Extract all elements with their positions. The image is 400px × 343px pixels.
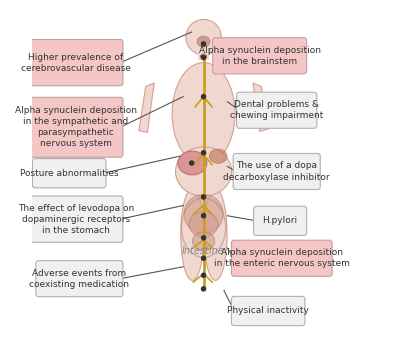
Ellipse shape	[189, 212, 218, 237]
Text: Alpha synuclein deposition
in the brainstem: Alpha synuclein deposition in the brains…	[199, 46, 321, 66]
Circle shape	[202, 195, 206, 199]
Text: Adverse events from
coexisting medication: Adverse events from coexisting medicatio…	[29, 269, 129, 289]
Circle shape	[202, 236, 206, 240]
Ellipse shape	[192, 232, 215, 251]
Text: Alpha synuclein deposition
in the enteric nervous system: Alpha synuclein deposition in the enteri…	[214, 248, 350, 268]
Bar	[199, 47, 208, 60]
FancyBboxPatch shape	[29, 196, 123, 242]
Ellipse shape	[197, 36, 210, 47]
Ellipse shape	[200, 54, 207, 59]
Circle shape	[186, 20, 221, 55]
Ellipse shape	[172, 63, 235, 165]
Ellipse shape	[184, 194, 223, 234]
Polygon shape	[253, 83, 268, 131]
Circle shape	[202, 42, 206, 46]
Text: The effect of levodopa on
dopaminergic receptors
in the stomach: The effect of levodopa on dopaminergic r…	[18, 203, 134, 235]
FancyBboxPatch shape	[29, 39, 123, 86]
Text: Higher prevalence of
cerebrovascular disease: Higher prevalence of cerebrovascular dis…	[21, 52, 131, 73]
FancyBboxPatch shape	[213, 38, 307, 74]
FancyBboxPatch shape	[29, 97, 123, 157]
Ellipse shape	[209, 149, 227, 163]
Ellipse shape	[181, 189, 204, 280]
Circle shape	[202, 256, 206, 260]
Polygon shape	[139, 83, 154, 132]
FancyBboxPatch shape	[32, 158, 106, 188]
Circle shape	[190, 161, 194, 165]
FancyBboxPatch shape	[36, 261, 123, 297]
FancyBboxPatch shape	[232, 296, 305, 326]
Text: Dental problems &
chewing impairment: Dental problems & chewing impairment	[230, 100, 323, 120]
FancyBboxPatch shape	[233, 153, 320, 190]
Text: Intestine: Intestine	[182, 247, 225, 257]
Circle shape	[202, 151, 206, 155]
Text: Physical inactivity: Physical inactivity	[227, 307, 309, 316]
Text: Alpha synuclein deposition
in the sympathetic and
parasympathetic
nervous system: Alpha synuclein deposition in the sympat…	[15, 106, 137, 149]
Circle shape	[202, 95, 206, 99]
Text: The use of a dopa
decarboxylase inhibitor: The use of a dopa decarboxylase inhibito…	[223, 162, 330, 181]
FancyBboxPatch shape	[236, 92, 317, 128]
Ellipse shape	[204, 189, 227, 280]
Ellipse shape	[176, 147, 232, 196]
FancyBboxPatch shape	[254, 206, 307, 235]
Circle shape	[202, 56, 206, 60]
Circle shape	[202, 273, 206, 277]
Text: Posture abnormalities: Posture abnormalities	[20, 169, 118, 178]
Bar	[198, 47, 209, 60]
Circle shape	[202, 214, 206, 218]
Text: H.pylori: H.pylori	[262, 216, 298, 225]
FancyBboxPatch shape	[232, 240, 332, 276]
Circle shape	[202, 287, 206, 291]
Ellipse shape	[178, 151, 207, 175]
